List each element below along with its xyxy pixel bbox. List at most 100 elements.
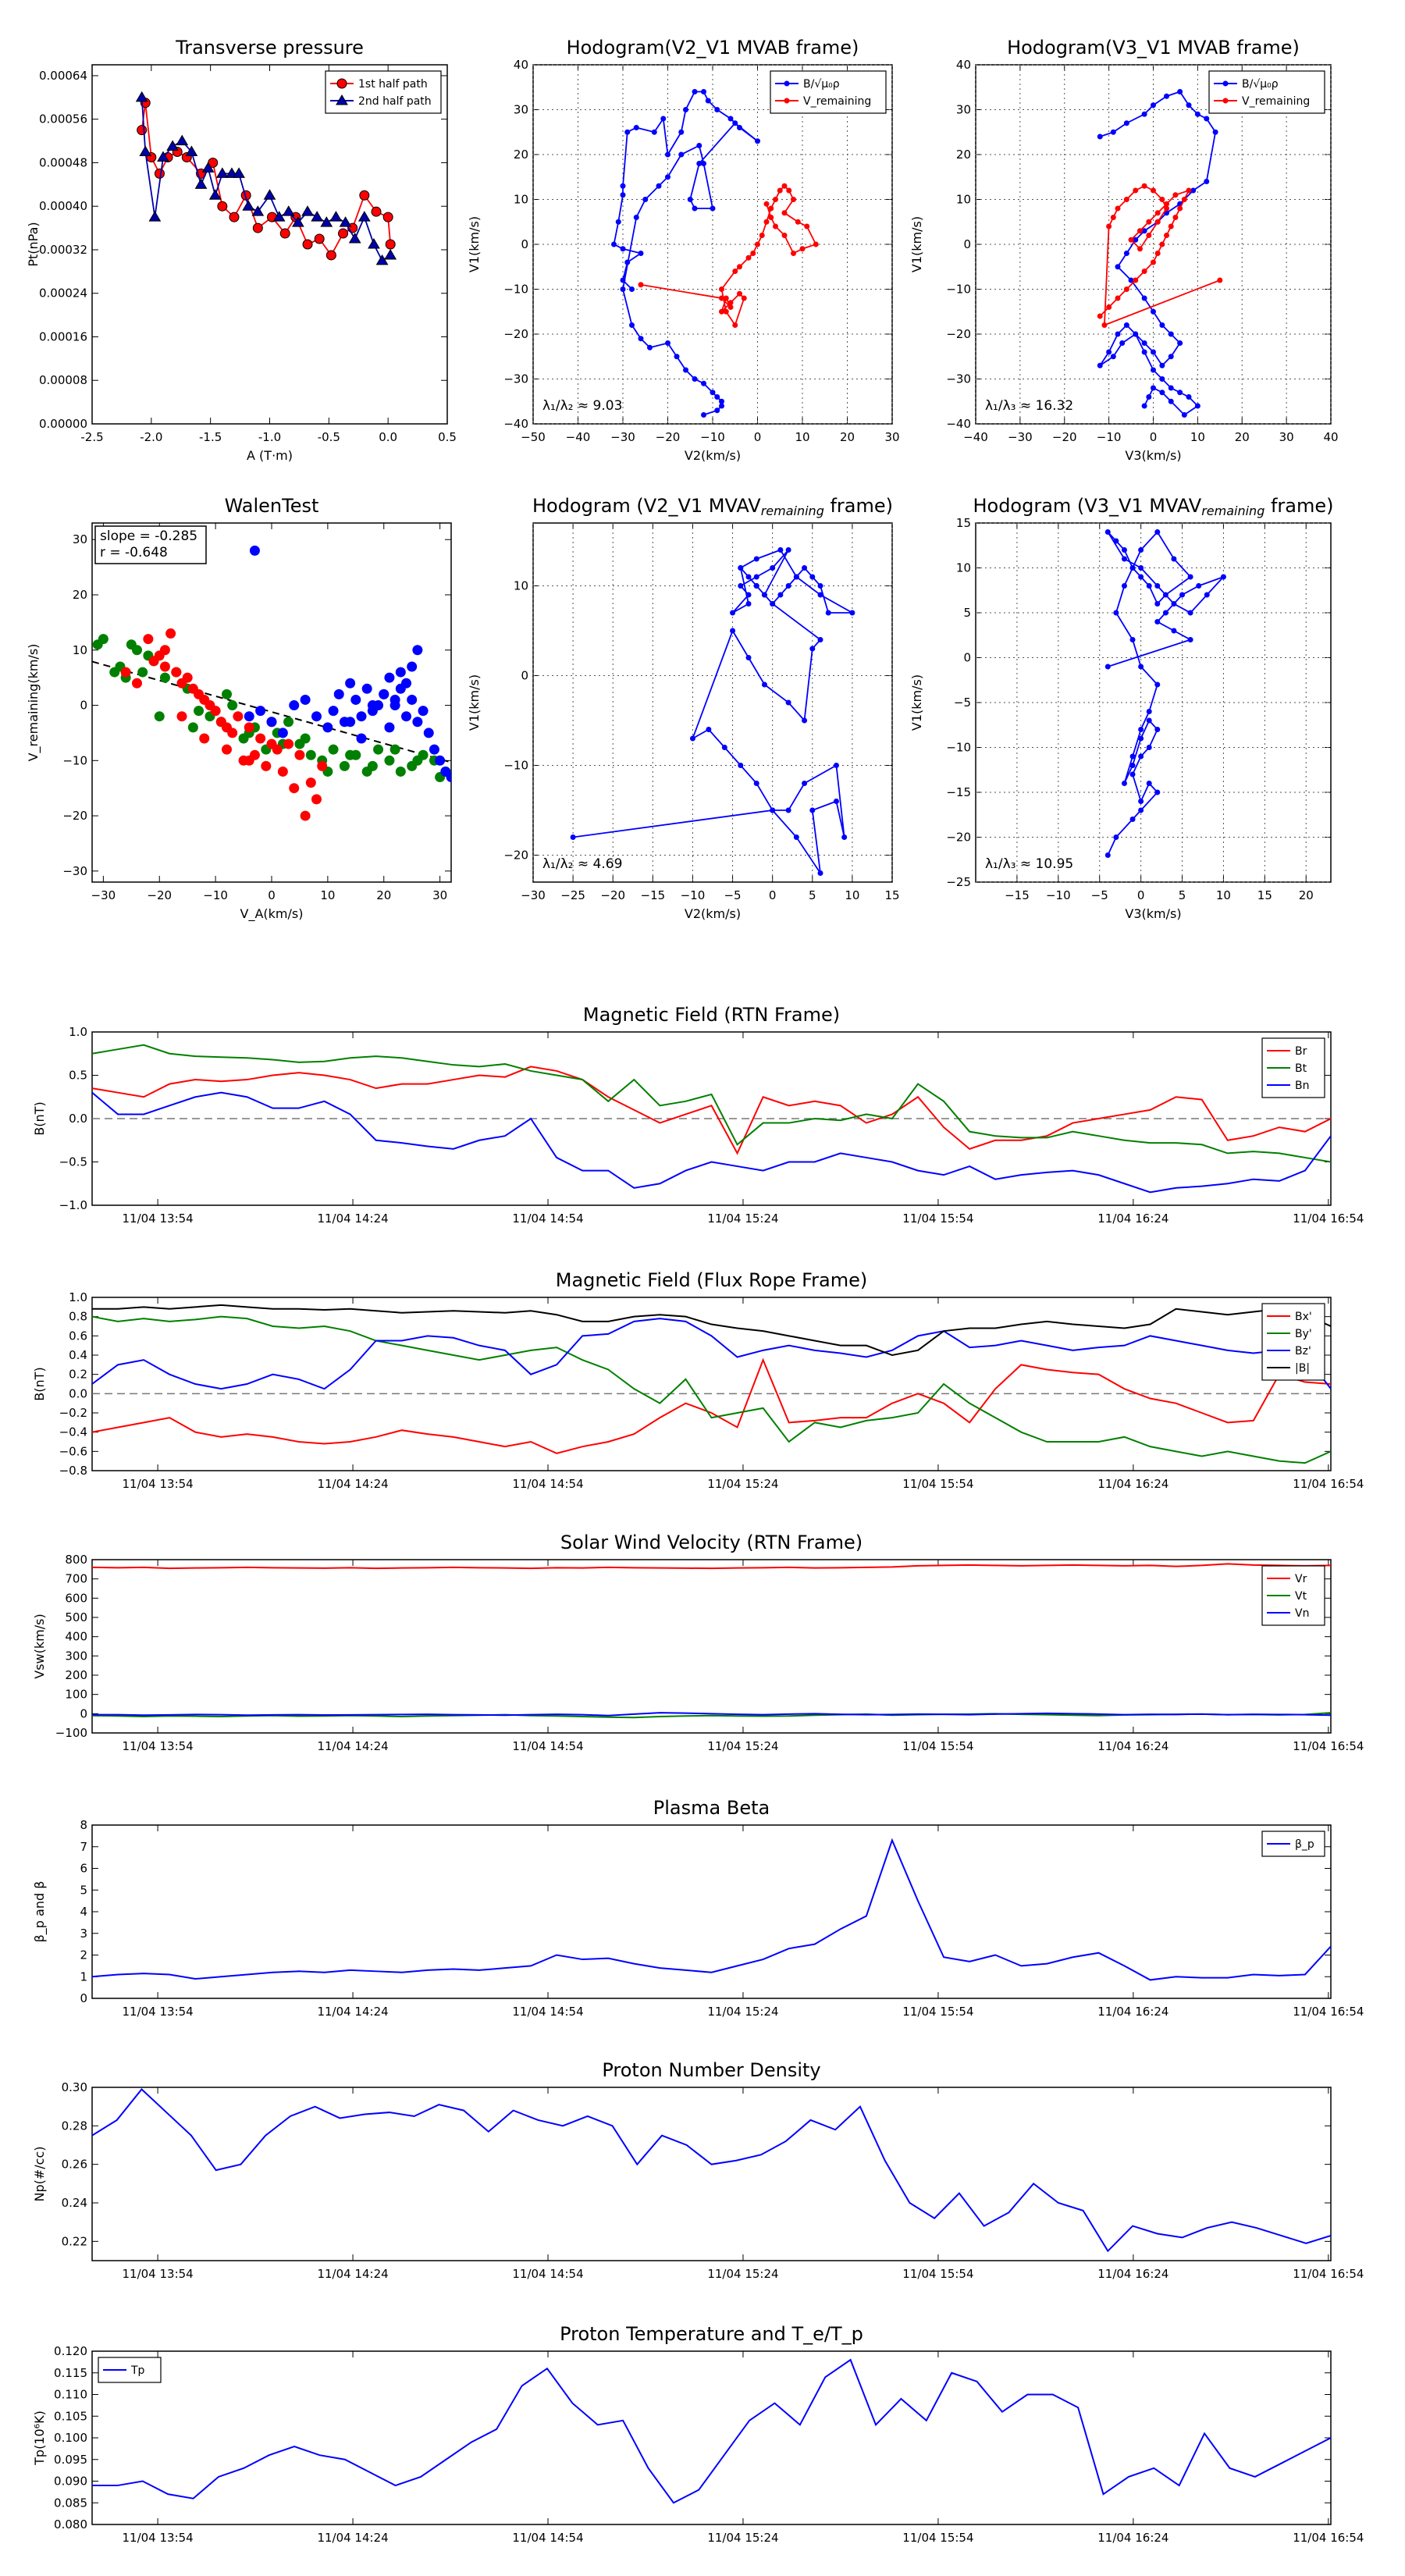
x-tick-label: −20	[147, 888, 172, 902]
x-tick-label: 10	[320, 888, 335, 902]
data-point	[730, 610, 736, 616]
data-point	[781, 233, 788, 238]
y-axis-label: B(nT)	[32, 1367, 47, 1400]
data-point	[777, 547, 784, 553]
chart-title: Hodogram (V2_V1 MVAVremaining frame)	[532, 495, 893, 518]
x-tick-label: −20	[600, 888, 625, 902]
data-point	[753, 583, 759, 589]
legend-label: Br	[1295, 1045, 1307, 1058]
data-point	[701, 380, 706, 386]
x-tick-label: 11/04 15:54	[902, 1477, 973, 1491]
data-point	[770, 807, 776, 813]
data-point	[633, 215, 639, 220]
y-tick-label: 100	[65, 1688, 87, 1702]
data-point	[311, 211, 324, 222]
legend: B/√μ₀ρ V_remaining	[770, 70, 887, 114]
data-point	[371, 206, 382, 217]
data-point	[154, 168, 165, 179]
x-tick-label: 11/04 16:54	[1293, 2531, 1364, 2545]
data-point	[1106, 304, 1112, 310]
data-point	[272, 211, 286, 222]
data-point	[1121, 556, 1127, 562]
data-point	[283, 738, 294, 749]
x-tick-label: −10	[1097, 430, 1122, 444]
x-tick-label: -2.5	[80, 430, 103, 444]
x-tick-label: −40	[963, 430, 988, 444]
y-axis-label: V1(km/s)	[467, 216, 482, 272]
data-point	[763, 219, 770, 225]
x-tick-label: −20	[1052, 430, 1077, 444]
x-tick-label: 11/04 13:54	[122, 2531, 193, 2545]
x-axis-label: V3(km/s)	[1125, 448, 1181, 463]
series-line-0	[572, 549, 855, 873]
data-point	[289, 783, 300, 794]
data-point	[199, 733, 210, 744]
legend-label: Vt	[1295, 1590, 1307, 1603]
data-point	[1133, 237, 1139, 243]
data-point	[328, 706, 339, 717]
chart-title: Magnetic Field (Flux Rope Frame)	[556, 1269, 867, 1291]
legend: 1st half path 2nd half path	[325, 70, 442, 114]
data-point	[171, 667, 182, 678]
x-tick-label: 11/04 15:24	[707, 1739, 778, 1753]
data-point	[683, 367, 688, 373]
data-point	[251, 205, 265, 216]
data-point	[1151, 187, 1156, 194]
data-point	[305, 749, 316, 760]
x-tick-label: 30	[1279, 430, 1294, 444]
data-point	[1164, 93, 1170, 99]
x-tick-label: 40	[1323, 430, 1338, 444]
chart-panel-5: Hodogram (V3_V1 MVAVremaining frame) −25 −…	[909, 495, 1334, 921]
data-point	[292, 216, 304, 227]
data-point	[793, 834, 799, 840]
data-point	[719, 403, 724, 409]
data-point	[687, 197, 693, 202]
x-tick-label: 11/04 16:24	[1097, 1739, 1168, 1753]
data-point	[1154, 251, 1161, 256]
data-point	[1123, 120, 1129, 126]
x-tick-label: 11/04 15:24	[707, 2531, 778, 2545]
data-point	[791, 197, 796, 202]
data-point	[300, 810, 311, 821]
x-tick-label: 5	[809, 888, 816, 902]
data-point	[1172, 192, 1179, 198]
data-point	[802, 717, 808, 724]
data-point	[201, 162, 215, 173]
data-point	[261, 760, 272, 771]
data-point	[1181, 197, 1187, 202]
data-point	[385, 239, 396, 250]
x-tick-label: 20	[840, 430, 855, 444]
x-tick-label: 11/04 16:24	[1097, 2531, 1168, 2545]
plot-area	[92, 1838, 1331, 1981]
stats-box	[94, 525, 207, 564]
legend-label: Bt	[1295, 1062, 1307, 1075]
data-point	[333, 688, 344, 699]
data-point	[1212, 129, 1218, 135]
data-point	[384, 672, 395, 683]
data-point	[1138, 664, 1144, 670]
y-tick-label: 5	[80, 1883, 87, 1897]
data-point	[266, 738, 277, 749]
data-point	[692, 205, 698, 212]
data-point	[745, 574, 752, 580]
legend: Bx' By' Bz' |B|	[1261, 1303, 1325, 1381]
x-tick-label: −5	[1091, 888, 1108, 902]
data-point	[629, 286, 635, 292]
data-point	[1146, 583, 1152, 589]
plot-frame	[91, 1559, 1332, 1734]
y-tick-label: 0.26	[62, 2158, 87, 2172]
data-point	[382, 212, 393, 222]
data-point	[1159, 241, 1165, 247]
y-tick-label: −20	[946, 327, 971, 341]
data-point	[753, 574, 759, 580]
x-tick-label: 5	[1179, 888, 1186, 902]
y-tick-label: 4	[80, 1905, 87, 1919]
data-point	[137, 667, 148, 678]
y-tick-label: −20	[503, 327, 528, 341]
data-point	[1146, 709, 1152, 714]
data-point	[721, 745, 727, 750]
data-point	[738, 763, 744, 768]
data-point	[1154, 619, 1161, 624]
data-point	[255, 706, 266, 717]
y-tick-label: 20	[73, 588, 87, 602]
